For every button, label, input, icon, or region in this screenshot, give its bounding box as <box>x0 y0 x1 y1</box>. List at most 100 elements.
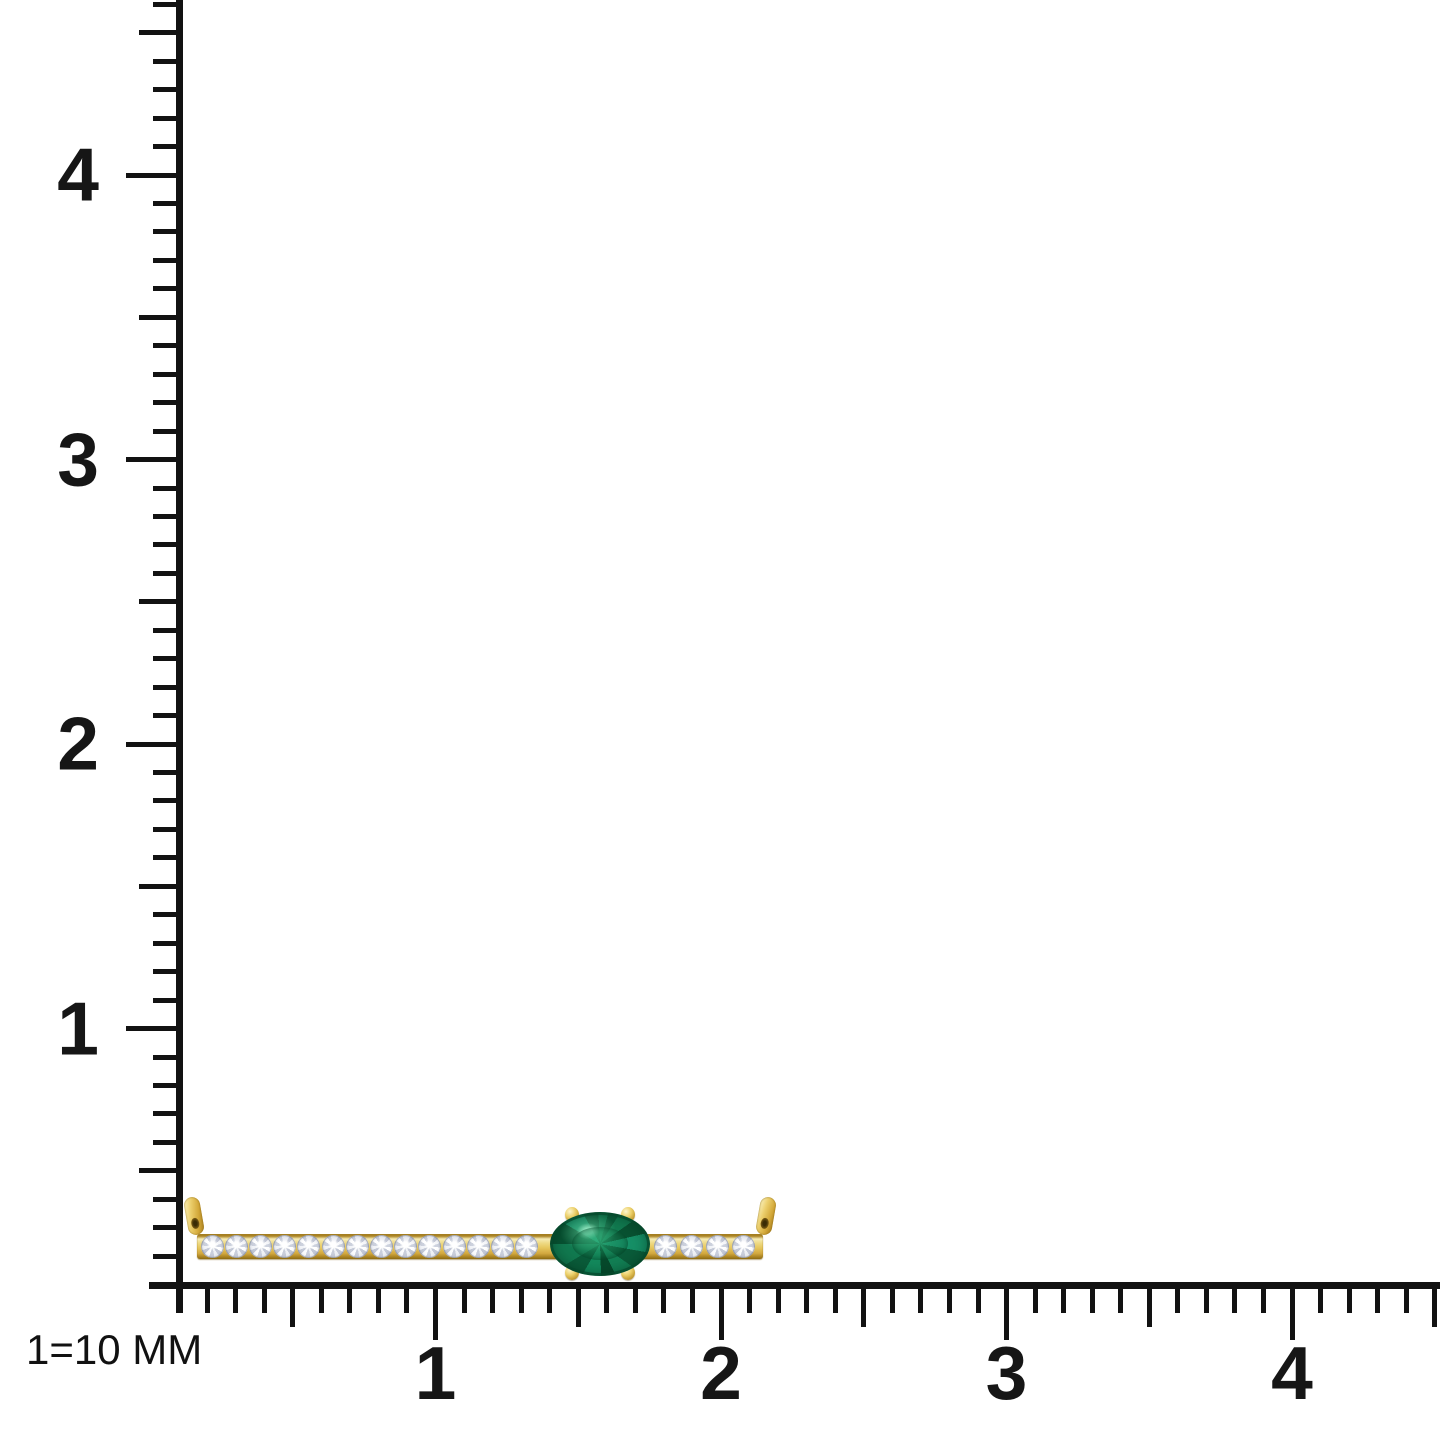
v-minor-tick <box>153 969 183 975</box>
h-minor-tick <box>604 1284 610 1313</box>
v-minor-tick <box>153 87 183 93</box>
h-minor-tick <box>1375 1284 1381 1313</box>
h-half-tick <box>861 1284 867 1327</box>
horizontal-ruler-line <box>149 1282 1440 1289</box>
v-minor-tick <box>153 1111 183 1117</box>
v-minor-tick <box>153 343 183 349</box>
v-ruler-label: 3 <box>57 417 99 501</box>
diamond-stone <box>200 1235 224 1258</box>
h-minor-tick <box>176 1284 182 1313</box>
v-minor-tick <box>153 428 183 434</box>
v-major-tick <box>126 741 183 747</box>
h-minor-tick <box>804 1284 810 1313</box>
v-major-tick <box>126 172 183 178</box>
h-minor-tick <box>404 1284 410 1313</box>
h-half-tick <box>575 1284 581 1327</box>
h-minor-tick <box>946 1284 952 1313</box>
h-ruler-label: 3 <box>985 1331 1028 1415</box>
diamond-stone <box>321 1235 345 1258</box>
v-minor-tick <box>153 144 183 149</box>
diamond-stone <box>345 1235 369 1258</box>
emerald-stone <box>550 1211 650 1276</box>
v-ruler-label: 4 <box>57 132 99 217</box>
v-minor-tick <box>153 1253 183 1259</box>
v-minor-tick <box>153 770 183 775</box>
diamond-stone <box>418 1235 442 1258</box>
v-minor-tick <box>153 1225 183 1231</box>
v-minor-tick <box>153 656 183 662</box>
v-minor-tick <box>153 1196 183 1202</box>
diamond-stone <box>369 1235 393 1258</box>
h-minor-tick <box>233 1284 239 1313</box>
h-minor-tick <box>1203 1284 1209 1313</box>
h-minor-tick <box>661 1284 667 1313</box>
diamond-stone <box>297 1235 321 1258</box>
h-half-tick <box>1146 1284 1152 1327</box>
v-minor-tick <box>153 1139 183 1145</box>
v-minor-tick <box>153 115 183 121</box>
v-minor-tick <box>153 58 183 64</box>
scale-note: 1=10 MM <box>26 1326 203 1373</box>
v-ruler-label: 1 <box>57 986 99 1070</box>
h-major-tick <box>433 1284 438 1340</box>
v-minor-tick <box>153 371 183 377</box>
v-minor-tick <box>153 1 183 7</box>
h-minor-tick <box>690 1284 695 1313</box>
v-half-tick <box>139 314 183 320</box>
h-ruler-label: 2 <box>700 1331 742 1415</box>
h-half-tick <box>1432 1284 1438 1327</box>
diamond-stone <box>705 1235 729 1258</box>
h-minor-tick <box>547 1284 553 1313</box>
h-ruler-label: 4 <box>1271 1331 1313 1415</box>
v-minor-tick <box>153 201 183 206</box>
h-major-tick <box>1004 1284 1009 1340</box>
v-minor-tick <box>153 940 183 946</box>
diamond-stone <box>466 1235 490 1258</box>
h-minor-tick <box>1089 1284 1095 1313</box>
v-minor-tick <box>153 713 183 719</box>
v-minor-tick <box>153 684 183 690</box>
v-half-tick <box>139 30 183 36</box>
h-minor-tick <box>775 1284 781 1313</box>
h-minor-tick <box>632 1284 638 1313</box>
left-chain-bail <box>182 1195 206 1237</box>
v-minor-tick <box>153 826 183 832</box>
h-ruler-label: 1 <box>414 1331 457 1415</box>
h-half-tick <box>290 1284 296 1327</box>
v-minor-tick <box>153 485 183 491</box>
v-minor-tick <box>153 400 183 406</box>
h-minor-tick <box>1261 1284 1266 1313</box>
h-minor-tick <box>975 1284 981 1313</box>
h-major-tick <box>718 1284 724 1340</box>
h-minor-tick <box>1403 1284 1409 1313</box>
h-minor-tick <box>261 1284 267 1313</box>
diamond-stone <box>394 1235 418 1258</box>
h-minor-tick <box>318 1284 324 1313</box>
diamond-stone <box>679 1235 703 1258</box>
v-minor-tick <box>153 1054 183 1060</box>
diamond-stone <box>442 1235 466 1258</box>
h-minor-tick <box>1346 1284 1352 1313</box>
diamond-stone <box>490 1235 514 1258</box>
v-minor-tick <box>153 513 183 519</box>
diamond-stone <box>515 1235 539 1258</box>
h-minor-tick <box>918 1284 924 1313</box>
h-minor-tick <box>747 1284 753 1313</box>
v-minor-tick <box>153 286 183 292</box>
v-minor-tick <box>153 798 183 804</box>
h-major-tick <box>1289 1284 1295 1340</box>
v-major-tick <box>126 457 183 462</box>
h-minor-tick <box>1061 1284 1067 1313</box>
diamond-stone <box>731 1235 755 1258</box>
diamond-stone <box>273 1235 297 1258</box>
h-minor-tick <box>832 1284 838 1313</box>
v-major-tick <box>126 1026 183 1031</box>
v-half-tick <box>139 1168 183 1174</box>
diamond-stone <box>224 1235 248 1258</box>
h-minor-tick <box>204 1284 210 1313</box>
h-minor-tick <box>518 1284 524 1313</box>
v-minor-tick <box>153 257 183 263</box>
h-minor-tick <box>1118 1284 1124 1313</box>
v-ruler-label: 2 <box>57 701 99 786</box>
